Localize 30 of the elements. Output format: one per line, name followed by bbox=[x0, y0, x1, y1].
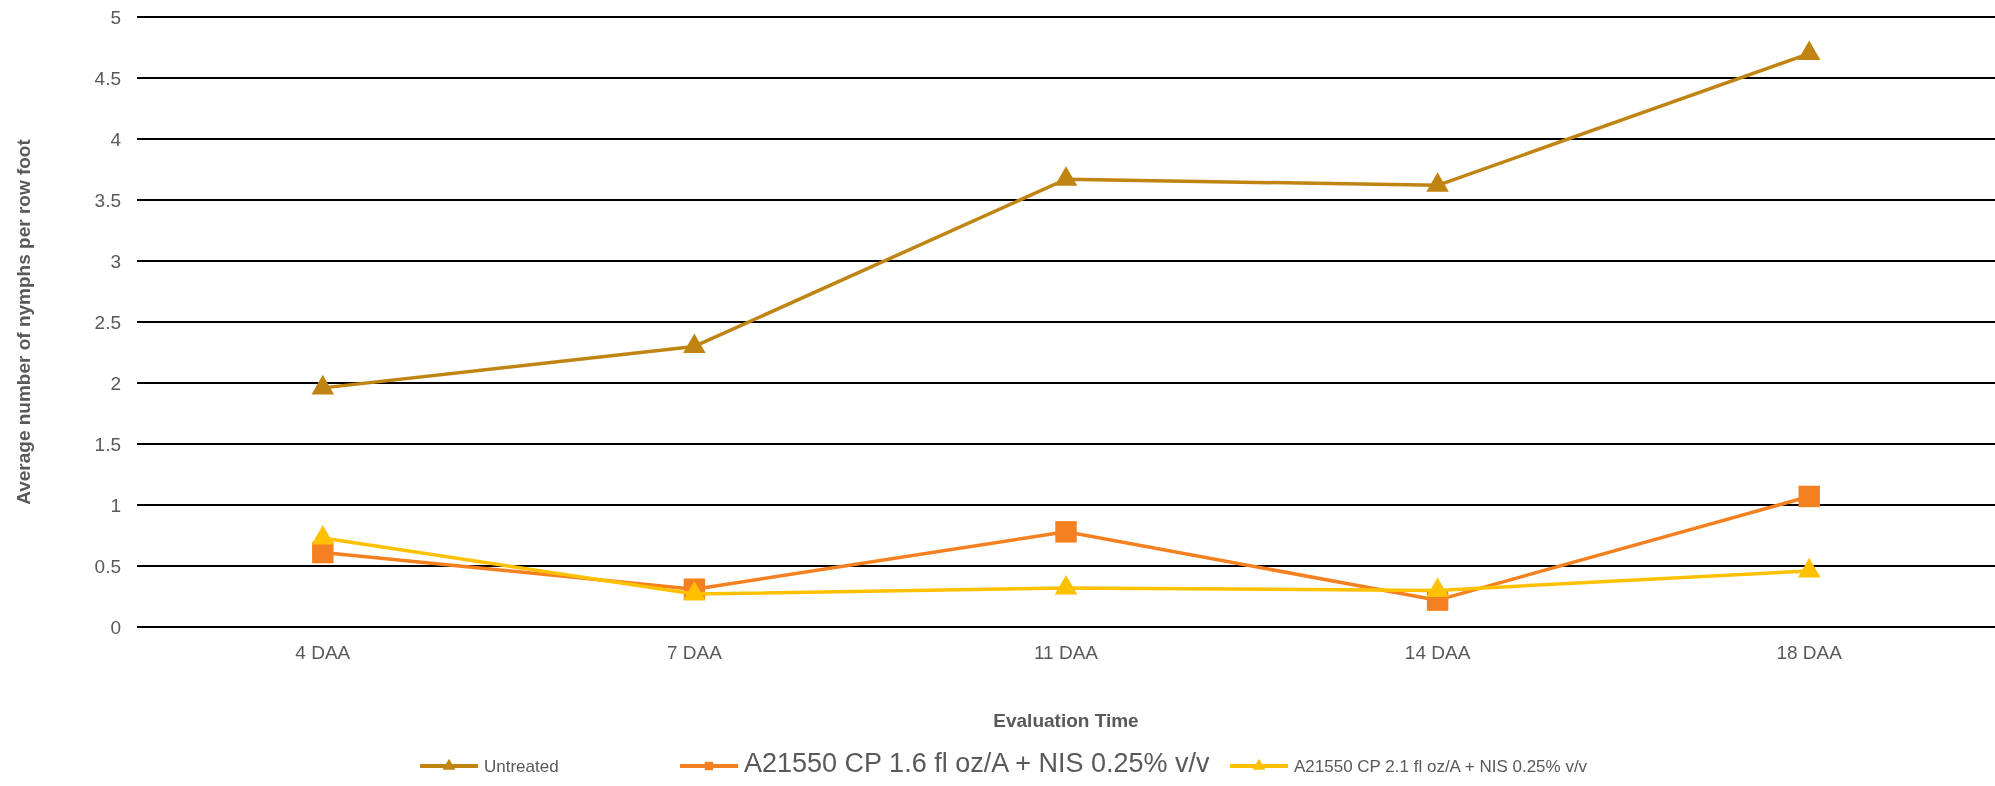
y-tick-label: 4.5 bbox=[94, 67, 121, 89]
point bbox=[311, 524, 335, 545]
y-tick-label: 2.5 bbox=[94, 311, 121, 333]
x-tick-label: 11 DAA bbox=[1033, 642, 1099, 663]
point bbox=[1054, 166, 1078, 186]
x-tick-label: 18 DAA bbox=[1776, 642, 1843, 663]
y-tick-label: 1.5 bbox=[94, 433, 121, 455]
point bbox=[1426, 172, 1449, 192]
point bbox=[1426, 577, 1449, 597]
y-tick-label: 4 bbox=[110, 128, 122, 150]
x-tick-label: 14 DAA bbox=[1404, 642, 1471, 663]
y-axis-title: Average number of nymphs per row foot bbox=[13, 138, 34, 505]
legend-label: Untreated bbox=[484, 757, 559, 776]
y-tick-label: 0 bbox=[110, 616, 121, 638]
y-tick-label: 0.5 bbox=[94, 555, 121, 577]
point bbox=[1054, 574, 1078, 595]
point bbox=[683, 333, 706, 353]
x-tick-label: 7 DAA bbox=[666, 642, 723, 663]
y-tick-label: 2 bbox=[110, 372, 121, 394]
legend-label: A21550 CP 1.6 fl oz/A + NIS 0.25% v/v bbox=[744, 748, 1211, 778]
point bbox=[1797, 40, 1821, 61]
x-axis-title: Evaluation Time bbox=[993, 710, 1139, 731]
y-tick-label: 3 bbox=[110, 250, 121, 272]
legend-label: A21550 CP 2.1 fl oz/A + NIS 0.25% v/v bbox=[1294, 757, 1588, 776]
y-tick-label: 3.5 bbox=[94, 189, 121, 211]
point bbox=[1797, 557, 1821, 578]
x-tick-label: 4 DAA bbox=[295, 642, 351, 663]
y-tick-label: 1 bbox=[110, 494, 121, 516]
y-tick-label: 5 bbox=[110, 6, 121, 28]
point bbox=[311, 374, 335, 395]
